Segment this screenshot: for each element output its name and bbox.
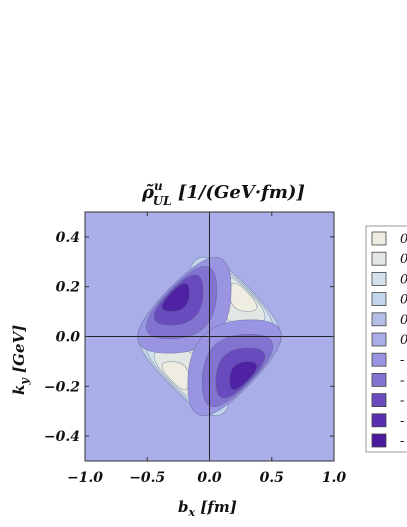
x-axis-label-sub: x bbox=[188, 506, 196, 519]
title-symbol: ρ̃ bbox=[141, 182, 155, 203]
contour-level-upper-left-4 bbox=[161, 283, 190, 312]
legend-label: 0 bbox=[400, 272, 407, 287]
legend-swatch bbox=[371, 231, 387, 246]
x-axis-label-main: b bbox=[178, 498, 189, 516]
x-axis-label: bx [fm] bbox=[178, 498, 237, 519]
legend-label: - bbox=[400, 353, 404, 368]
y-tick-label: −0.2 bbox=[44, 379, 80, 395]
legend-label: 0 bbox=[400, 333, 407, 348]
y-axis-label-main: k bbox=[10, 385, 28, 395]
legend-label: - bbox=[400, 373, 404, 388]
title-subscript: UL bbox=[153, 194, 172, 208]
x-tick-label: −1.0 bbox=[67, 470, 103, 486]
x-axis-label-units: [fm] bbox=[195, 498, 237, 516]
y-tick-label: −0.4 bbox=[44, 429, 80, 445]
legend-label: 0 bbox=[400, 293, 407, 308]
chart-title: ρ̃u UL [1/(GeV·fm)] bbox=[141, 179, 305, 208]
legend-swatch bbox=[371, 433, 387, 448]
legend-label: 0 bbox=[400, 252, 407, 267]
legend-swatch bbox=[371, 372, 387, 387]
x-tick-label: −0.5 bbox=[129, 470, 165, 486]
y-tick-label: 0.4 bbox=[56, 230, 80, 246]
lobe-lower-right bbox=[187, 319, 282, 417]
x-tick-label: 0.5 bbox=[260, 470, 284, 486]
legend-label: - bbox=[400, 414, 404, 429]
legend-swatch bbox=[371, 332, 387, 347]
title-superscript: u bbox=[154, 179, 163, 193]
contour-level-upper-right-4 bbox=[229, 283, 258, 312]
legend-label: 0 bbox=[400, 232, 407, 247]
contour-level-lower-left-4 bbox=[161, 361, 190, 390]
legend-swatch bbox=[371, 352, 387, 367]
legend-label: 0 bbox=[400, 313, 407, 328]
legend-swatch bbox=[371, 312, 387, 327]
contour-level-lower-right-4 bbox=[229, 361, 258, 390]
y-tick-label: 0.0 bbox=[56, 330, 81, 346]
legend-label: - bbox=[400, 434, 404, 449]
legend-swatch bbox=[371, 393, 387, 408]
legend-swatch bbox=[371, 292, 387, 307]
y-tick-label: 0.2 bbox=[56, 280, 81, 296]
x-axis: −1.0 −0.5 0.0 0.5 1.0 bbox=[67, 212, 346, 486]
y-axis-label-sub: y bbox=[18, 377, 31, 386]
legend-swatch bbox=[371, 251, 387, 266]
title-units: [1/(GeV·fm)] bbox=[172, 182, 305, 203]
legend-swatch bbox=[371, 271, 387, 286]
legend: 0 0 0 0 0 0 - - - - - bbox=[365, 225, 407, 453]
x-tick-label: 1.0 bbox=[322, 470, 347, 486]
y-axis-label-units: [GeV] bbox=[10, 325, 28, 378]
x-tick-label: 0.0 bbox=[197, 470, 222, 486]
y-axis: 0.4 0.2 0.0 −0.2 −0.4 bbox=[44, 230, 334, 445]
legend-label: - bbox=[400, 394, 404, 409]
y-axis-label: ky [GeV] bbox=[10, 325, 31, 395]
contour-lobes bbox=[137, 256, 282, 417]
legend-swatch bbox=[371, 413, 387, 428]
lobe-upper-left bbox=[137, 256, 232, 354]
